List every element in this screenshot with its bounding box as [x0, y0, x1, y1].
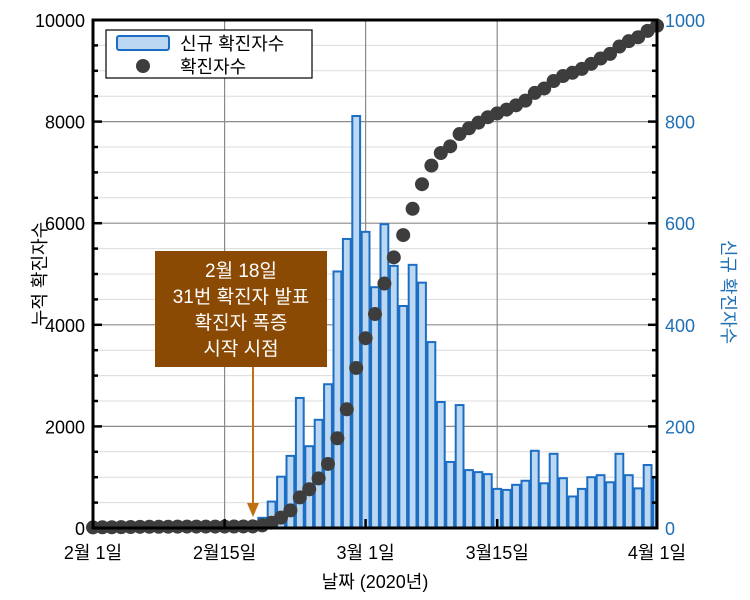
bar-3/11 [454, 404, 465, 529]
dot-3/27 [603, 46, 617, 61]
x-tick-label: 4월 1일 [628, 543, 686, 563]
arrow-down-icon [247, 503, 259, 517]
bar-3/7 [417, 281, 427, 529]
bar-2/26 [323, 383, 333, 529]
dot-2/29 [349, 360, 364, 375]
dot-2/26 [321, 456, 335, 471]
dot-3/5 [396, 228, 411, 243]
axis-ticks [91, 18, 659, 530]
dot-2/24 [302, 482, 317, 497]
x-tick-label: 2월 1일 [64, 543, 122, 563]
bar-2/27 [332, 270, 343, 529]
legend: 신규 확진자수 확진자수 [105, 29, 313, 79]
bar-3/17 [511, 483, 521, 530]
legend-dot-label: 확진자수 [180, 57, 246, 77]
bar-3/1 [360, 230, 371, 529]
dot-3/3 [377, 276, 392, 291]
left-axis-title: 누적 확진자수 [30, 222, 50, 326]
left-tick-label: 4000 [45, 316, 85, 336]
right-tick-label: 600 [665, 214, 695, 234]
bar-2/28 [341, 237, 352, 529]
right-tick-label: 800 [665, 113, 695, 133]
dot-2/27 [330, 431, 345, 446]
bar-3/13 [473, 471, 484, 529]
right-axis-title: 신규 확진자수 [718, 240, 738, 344]
bar-3/19 [529, 449, 540, 529]
left-tick-label: 8000 [45, 113, 85, 133]
annotation-line-2: 31번 확진자 발표 [173, 286, 310, 308]
bar-3/12 [464, 469, 474, 530]
dot-3/20 [537, 81, 552, 96]
left-tick-label: 6000 [45, 214, 85, 234]
bar-2/29 [351, 115, 362, 530]
right-tick-label: 1000 [665, 11, 705, 31]
x-tick-label: 3월15일 [466, 543, 529, 563]
bar-3/31 [642, 464, 653, 529]
legend-bar-label: 신규 확진자수 [180, 34, 284, 54]
bar-3/23 [567, 495, 578, 529]
left-tick-label: 10000 [35, 11, 85, 31]
dot-3/2 [368, 307, 382, 322]
dot-2/25 [311, 471, 326, 486]
dot-3/18 [518, 93, 533, 108]
right-tick-label: 400 [665, 316, 695, 336]
bar-3/22 [558, 477, 568, 530]
annotation-line-4: 시작 시점 [203, 338, 278, 360]
x-axis-title: 날짜 (2020년) [322, 572, 429, 592]
dot-3/1 [358, 331, 373, 346]
x-tick-label: 3월 1일 [337, 543, 395, 563]
bar-3/26 [595, 474, 606, 529]
bar-3/30 [633, 487, 644, 530]
bar-3/24 [576, 487, 587, 530]
annotation-line-1: 2월 18일 [205, 260, 277, 282]
dot-3/6 [405, 201, 420, 216]
bar-3/28 [614, 452, 625, 529]
left-tick-label: 2000 [45, 417, 85, 437]
right-tick-label: 0 [665, 519, 675, 539]
bar-3/21 [548, 452, 559, 529]
legend-bar-swatch-icon [116, 35, 170, 51]
right-axis-tick-labels: 0 200 400 600 800 1000 [665, 11, 705, 539]
dot-3/7 [415, 177, 429, 192]
bar-3/8 [426, 341, 437, 529]
bar-3/9 [435, 401, 446, 529]
bar-3/18 [520, 479, 531, 530]
dot-2/23 [292, 490, 307, 505]
legend-dot-swatch-icon [136, 59, 150, 73]
bar-3/3 [379, 223, 390, 529]
bar-3/10 [445, 460, 456, 529]
bar-3/14 [482, 473, 493, 530]
bar-3/27 [605, 481, 615, 529]
dot-3/4 [386, 250, 401, 265]
dot-2/28 [339, 402, 354, 417]
annotation-box [155, 251, 327, 367]
cumulative-dots [86, 18, 664, 535]
bar-3/25 [586, 476, 597, 530]
dot-3/8 [424, 158, 439, 173]
right-tick-label: 200 [665, 417, 695, 437]
bar-3/2 [370, 286, 380, 530]
left-axis-tick-labels: 0 2000 4000 6000 8000 10000 [35, 11, 85, 539]
bar-3/6 [407, 263, 418, 529]
dot-2/22 [283, 503, 298, 518]
bar-3/5 [398, 305, 409, 529]
annotation-line-3: 확진자 폭증 [195, 312, 288, 334]
bar-3/20 [539, 482, 550, 529]
dot-3/10 [443, 139, 458, 154]
annotation-callout: 2월 18일 31번 확진자 발표 확진자 폭증 시작 시점 [155, 251, 327, 517]
bar-3/16 [501, 488, 512, 529]
left-tick-label: 0 [75, 519, 85, 539]
bar-3/29 [623, 474, 634, 529]
x-axis-tick-labels: 2월 1일 2월15일 3월 1일 3월15일 4월 1일 [64, 543, 686, 563]
x-tick-label: 2월15일 [193, 543, 256, 563]
bar-3/4 [388, 264, 399, 529]
